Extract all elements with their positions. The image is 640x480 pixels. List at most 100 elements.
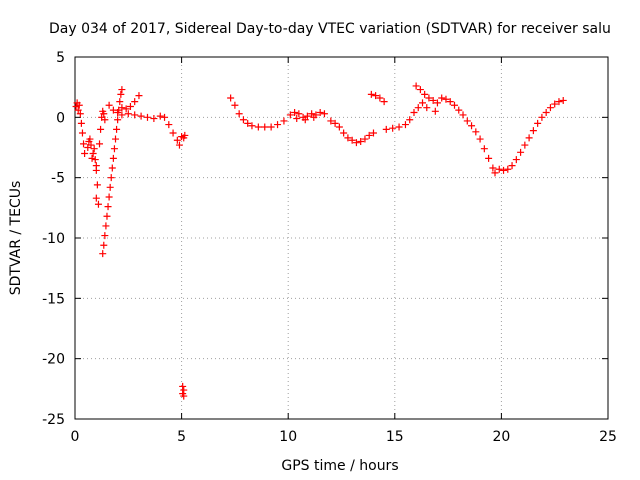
x-axis-label: GPS time / hours	[281, 458, 398, 474]
data-point	[376, 94, 384, 102]
data-point	[91, 156, 99, 164]
data-point	[106, 183, 114, 191]
data-point	[429, 96, 437, 104]
data-point	[291, 109, 299, 117]
data-point	[261, 123, 269, 131]
data-point	[76, 110, 84, 118]
data-point	[538, 113, 546, 121]
data-point	[274, 121, 282, 129]
data-point	[90, 145, 98, 153]
data-point	[301, 116, 309, 124]
data-point	[316, 109, 324, 117]
data-point	[254, 123, 262, 131]
data-point	[175, 141, 183, 149]
y-tick-label: 0	[56, 110, 65, 126]
data-point	[156, 112, 164, 120]
data-point	[179, 382, 187, 390]
data-point	[320, 110, 328, 118]
data-point	[104, 203, 112, 211]
data-point	[102, 222, 110, 230]
data-point	[180, 392, 188, 400]
data-point	[555, 98, 563, 106]
data-point	[463, 117, 471, 125]
y-tick-label: -25	[42, 412, 65, 428]
data-point	[74, 106, 82, 114]
plot-frame	[74, 56, 609, 420]
data-point	[446, 98, 454, 106]
data-point	[110, 145, 118, 153]
data-point	[108, 164, 116, 172]
data-point	[419, 99, 427, 107]
data-point	[485, 154, 493, 162]
data-point	[92, 194, 100, 202]
data-points	[72, 82, 567, 400]
data-point	[99, 250, 107, 258]
data-point	[295, 110, 303, 118]
data-point	[122, 105, 130, 113]
data-point	[100, 241, 108, 249]
data-point	[414, 104, 422, 112]
data-point	[476, 135, 484, 143]
data-point	[546, 104, 554, 112]
data-point	[361, 135, 369, 143]
data-point	[143, 113, 151, 121]
data-point	[86, 135, 94, 143]
data-point	[105, 193, 113, 201]
ticks: 0 5 10 15 20 25 5 0 -5 -10 -15 -20 -25	[42, 50, 617, 445]
data-point	[357, 137, 365, 145]
data-point	[421, 90, 429, 98]
data-point	[239, 116, 247, 124]
data-point	[495, 165, 503, 173]
data-point	[367, 90, 375, 98]
data-point	[517, 148, 525, 156]
data-point	[521, 141, 529, 149]
data-point	[124, 110, 132, 118]
data-point	[308, 110, 316, 118]
data-point	[114, 109, 122, 117]
data-point	[92, 162, 100, 170]
data-point	[101, 116, 109, 124]
data-point	[551, 100, 559, 108]
data-point	[303, 112, 311, 120]
data-point	[512, 156, 520, 164]
data-point	[534, 119, 542, 127]
data-point	[340, 129, 348, 137]
data-point	[72, 102, 80, 110]
data-point	[244, 119, 252, 127]
data-point	[372, 92, 380, 100]
data-point	[116, 98, 124, 106]
data-point	[227, 94, 235, 102]
data-point	[77, 119, 85, 127]
data-point	[93, 181, 101, 189]
data-point	[137, 112, 145, 120]
data-point	[135, 92, 143, 100]
data-point	[310, 113, 318, 121]
data-point	[529, 127, 537, 135]
data-point	[542, 109, 550, 117]
data-point	[508, 162, 516, 170]
data-point	[472, 128, 480, 136]
y-tick-label: -15	[42, 291, 65, 307]
data-point	[105, 101, 113, 109]
y-axis-label: SDTVAR / TECUs	[8, 181, 24, 296]
data-point	[248, 122, 256, 130]
data-point	[75, 101, 83, 109]
data-point	[89, 150, 97, 158]
data-point	[442, 95, 450, 103]
x-tick-label: 5	[177, 429, 186, 445]
data-point	[433, 99, 441, 107]
data-point	[401, 121, 409, 129]
data-point	[504, 165, 512, 173]
data-point	[410, 109, 418, 117]
data-point	[438, 94, 446, 102]
data-point	[161, 113, 169, 121]
data-point	[468, 122, 476, 130]
data-point	[369, 129, 377, 137]
data-point	[348, 136, 356, 144]
data-point	[331, 119, 339, 127]
data-point	[423, 104, 431, 112]
data-point	[455, 106, 463, 114]
data-point	[335, 123, 343, 131]
data-point	[117, 90, 125, 98]
